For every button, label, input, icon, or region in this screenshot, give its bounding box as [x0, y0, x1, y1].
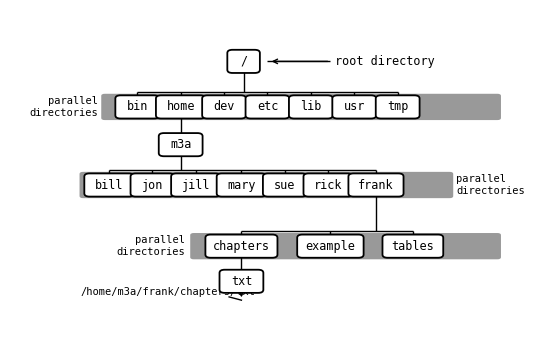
- FancyBboxPatch shape: [101, 94, 501, 120]
- FancyBboxPatch shape: [220, 270, 263, 293]
- Text: tmp: tmp: [387, 100, 408, 114]
- FancyBboxPatch shape: [332, 95, 376, 119]
- Text: m3a: m3a: [170, 138, 192, 151]
- Text: etc: etc: [257, 100, 278, 114]
- Text: sue: sue: [274, 178, 296, 192]
- FancyBboxPatch shape: [171, 173, 221, 197]
- Text: rick: rick: [314, 178, 343, 192]
- FancyBboxPatch shape: [156, 95, 206, 119]
- FancyBboxPatch shape: [115, 95, 159, 119]
- Text: example: example: [305, 240, 356, 253]
- FancyBboxPatch shape: [80, 172, 453, 198]
- Text: home: home: [166, 100, 195, 114]
- Text: parallel
directories: parallel directories: [30, 96, 98, 118]
- FancyBboxPatch shape: [348, 173, 404, 197]
- Text: parallel
directories: parallel directories: [116, 235, 185, 257]
- Text: mary: mary: [227, 178, 256, 192]
- Text: bill: bill: [95, 178, 123, 192]
- Text: lib: lib: [300, 100, 321, 114]
- Text: /: /: [240, 55, 247, 68]
- FancyBboxPatch shape: [206, 235, 277, 258]
- Text: parallel
directories: parallel directories: [456, 174, 525, 196]
- Text: /home/m3a/frank/chapters/txt: /home/m3a/frank/chapters/txt: [81, 287, 256, 297]
- Text: usr: usr: [344, 100, 365, 114]
- Text: jill: jill: [181, 178, 210, 192]
- FancyBboxPatch shape: [289, 95, 333, 119]
- FancyBboxPatch shape: [376, 95, 419, 119]
- FancyBboxPatch shape: [304, 173, 353, 197]
- FancyBboxPatch shape: [217, 173, 266, 197]
- Text: txt: txt: [231, 275, 252, 288]
- FancyBboxPatch shape: [227, 50, 260, 73]
- FancyBboxPatch shape: [130, 173, 174, 197]
- Text: chapters: chapters: [213, 240, 270, 253]
- Text: tables: tables: [391, 240, 434, 253]
- FancyBboxPatch shape: [85, 173, 134, 197]
- Text: frank: frank: [358, 178, 394, 192]
- FancyBboxPatch shape: [158, 133, 203, 156]
- Text: bin: bin: [127, 100, 148, 114]
- FancyBboxPatch shape: [297, 235, 363, 258]
- FancyBboxPatch shape: [263, 173, 307, 197]
- FancyBboxPatch shape: [190, 233, 501, 259]
- Text: root directory: root directory: [335, 55, 435, 68]
- Text: dev: dev: [213, 100, 235, 114]
- FancyBboxPatch shape: [245, 95, 290, 119]
- Text: jon: jon: [142, 178, 163, 192]
- FancyBboxPatch shape: [382, 235, 444, 258]
- FancyBboxPatch shape: [202, 95, 246, 119]
